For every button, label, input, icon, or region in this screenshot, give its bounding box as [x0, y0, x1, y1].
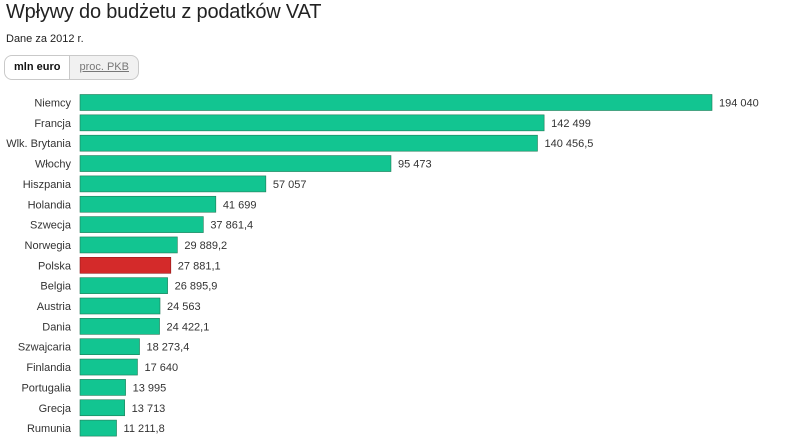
value-label-w-ochy: 95 473: [398, 159, 432, 171]
value-label-dania: 24 422,1: [167, 321, 210, 333]
value-label-wlk-brytania: 140 456,5: [544, 138, 593, 150]
category-label-grecja: Grecja: [39, 403, 72, 415]
value-label-rumunia: 11 211,8: [124, 423, 165, 435]
bar-austria[interactable]: [79, 297, 161, 315]
category-label-dania: Dania: [42, 321, 72, 333]
value-label-belgia: 26 895,9: [175, 281, 218, 293]
bar-wlk-brytania[interactable]: [79, 134, 538, 152]
value-label-polska: 27 881,1: [178, 260, 221, 272]
value-label-grecja: 13 713: [132, 403, 166, 415]
chart-subtitle: Dane za 2012 r.: [6, 33, 84, 45]
value-label-szwajcaria: 18 273,4: [147, 342, 190, 354]
value-label-niemcy: 194 040: [719, 98, 759, 110]
category-label-rumunia: Rumunia: [27, 423, 72, 435]
value-label-finlandia: 17 640: [144, 362, 178, 374]
value-label-szwecja: 37 861,4: [210, 220, 253, 232]
value-label-norwegia: 29 889,2: [184, 240, 227, 252]
category-label-hiszpania: Hiszpania: [23, 179, 72, 191]
category-label-francja: Francja: [34, 118, 72, 130]
bar-niemcy[interactable]: [79, 94, 713, 111]
category-label-szwajcaria: Szwajcaria: [18, 342, 72, 354]
category-label-norwegia: Norwegia: [25, 240, 72, 252]
bar-finlandia[interactable]: [79, 358, 138, 376]
value-label-portugalia: 13 995: [133, 382, 167, 394]
category-label-wlk-brytania: Wlk. Brytania: [6, 138, 72, 150]
category-label-finlandia: Finlandia: [26, 362, 72, 374]
bar-belgia[interactable]: [79, 277, 168, 294]
value-label-holandia: 41 699: [223, 199, 257, 211]
unit-option-proc-pkb[interactable]: proc. PKB: [79, 61, 129, 73]
bar-rumunia[interactable]: [79, 419, 117, 437]
category-label-holandia: Holandia: [28, 199, 72, 211]
chart-title: Wpływy do budżetu z podatków VAT: [6, 1, 322, 23]
category-label-polska: Polska: [38, 260, 72, 272]
bar-norwegia[interactable]: [79, 236, 178, 254]
category-label-w-ochy: Włochy: [35, 159, 72, 171]
bar-francja[interactable]: [79, 114, 545, 132]
category-label-belgia: Belgia: [40, 281, 71, 293]
value-label-austria: 24 563: [167, 301, 201, 313]
category-label-austria: Austria: [37, 301, 72, 313]
bar-szwecja[interactable]: [79, 216, 204, 233]
bar-hiszpania[interactable]: [79, 175, 267, 193]
bar-szwajcaria[interactable]: [79, 338, 140, 356]
bar-polska[interactable]: [79, 256, 172, 274]
category-label-portugalia: Portugalia: [21, 382, 71, 394]
bar-portugalia[interactable]: [79, 379, 126, 396]
unit-toggle: mln euro proc. PKB: [4, 55, 139, 80]
bar-w-ochy[interactable]: [79, 155, 392, 172]
bar-dania[interactable]: [79, 318, 160, 335]
category-label-niemcy: Niemcy: [34, 98, 71, 110]
unit-option-mln-euro[interactable]: mln euro: [5, 56, 71, 79]
category-label-szwecja: Szwecja: [30, 220, 72, 232]
value-label-hiszpania: 57 057: [273, 179, 307, 191]
value-label-francja: 142 499: [551, 118, 591, 130]
bar-holandia[interactable]: [79, 195, 217, 213]
bar-grecja[interactable]: [79, 399, 125, 417]
